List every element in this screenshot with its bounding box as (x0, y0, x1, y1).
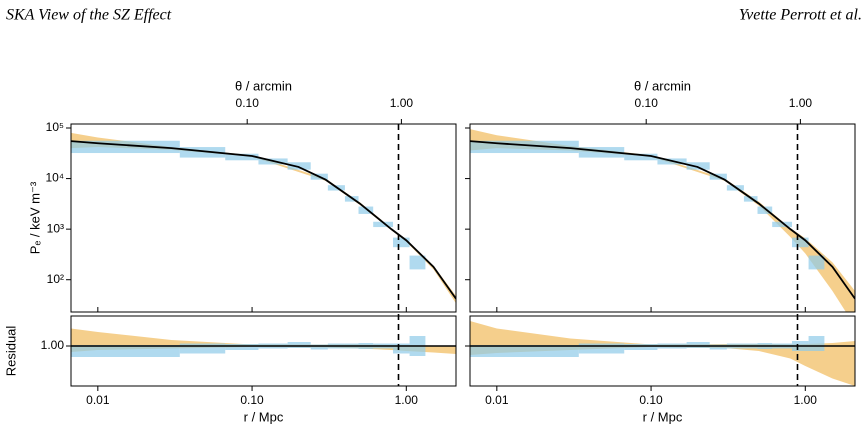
panel-frame (469, 123, 856, 313)
x2-axis-label: θ / arcmin (634, 78, 691, 93)
data-bin (686, 342, 710, 348)
main-panel (71, 132, 456, 304)
x-axis-label: r / Mpc (643, 409, 683, 424)
data-bin (757, 206, 773, 214)
x2-tick-label: 1.00 (789, 96, 813, 110)
y-tick-label: 1.00 (41, 338, 65, 352)
data-bin (287, 342, 311, 348)
x-tick-label: 1.00 (794, 393, 818, 407)
data-bin (71, 345, 180, 357)
data-bin (686, 162, 710, 170)
residual-axis-label: Residual (3, 326, 18, 377)
residual-panel (470, 321, 855, 386)
x-tick-label: 0.01 (86, 393, 110, 407)
panel-frame (70, 315, 457, 387)
data-bin (709, 344, 727, 350)
x-tick-label: 0.10 (639, 393, 663, 407)
data-bin (578, 147, 625, 158)
running-title: SKA View of the SZ Effect (6, 7, 172, 24)
data-bin (792, 237, 809, 248)
data-bin (393, 237, 410, 248)
data-bin (310, 344, 328, 350)
data-bin (225, 153, 259, 161)
data-bin (225, 344, 259, 350)
data-bin (373, 221, 394, 228)
x2-tick-label: 1.00 (390, 96, 414, 110)
residual-panel (71, 328, 456, 357)
data-bin (358, 206, 374, 214)
data-bin (179, 147, 226, 158)
x-tick-label: 1.00 (395, 393, 419, 407)
x-tick-label: 0.10 (240, 393, 264, 407)
model-line (71, 140, 456, 300)
y-tick-label: 10³ (47, 221, 64, 235)
data-bin (393, 343, 410, 354)
y-tick-label: 10⁴ (45, 171, 64, 185)
data-bin (578, 343, 625, 354)
data-bin (808, 255, 825, 270)
data-bin (409, 255, 426, 270)
running-author: Yvette Perrott et al. (739, 7, 862, 24)
y-tick-label: 10² (47, 272, 64, 286)
model-line (470, 140, 855, 300)
data-bin (624, 344, 658, 350)
data-bin (624, 153, 658, 161)
y-axis-label: Pₑ / keV m⁻³ (27, 181, 42, 254)
x-axis-label: r / Mpc (244, 409, 284, 424)
x-tick-label: 0.01 (485, 393, 509, 407)
data-bin (179, 343, 226, 354)
x2-tick-label: 0.10 (635, 96, 659, 110)
data-bin (808, 336, 825, 351)
data-bin (287, 162, 311, 170)
data-bin (470, 345, 579, 357)
x2-tick-label: 0.10 (236, 96, 260, 110)
main-panel (470, 129, 855, 312)
data-bin (772, 221, 793, 228)
uncertainty-band (470, 321, 855, 386)
x2-axis-label: θ / arcmin (235, 78, 292, 93)
panel-frame (469, 315, 856, 387)
y-tick-label: 10⁵ (46, 120, 64, 134)
panel-frame (70, 123, 457, 313)
